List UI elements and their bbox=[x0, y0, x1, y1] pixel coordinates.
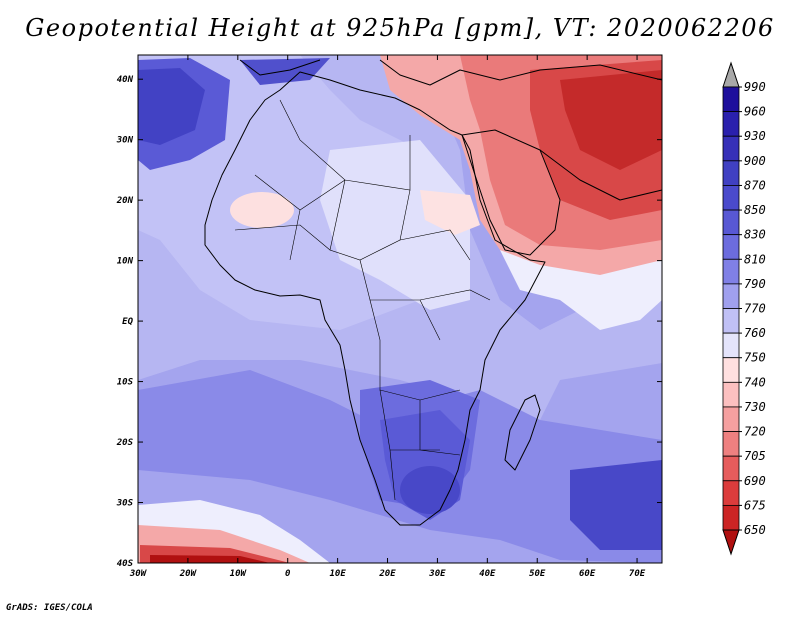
colorbar-swatch bbox=[722, 111, 740, 137]
colorbar-label: 850 bbox=[744, 203, 766, 217]
lat-label: 20S bbox=[116, 438, 134, 448]
colorbar-label: 830 bbox=[744, 228, 766, 242]
arabia-coastline bbox=[461, 129, 561, 256]
lat-label: 30S bbox=[116, 499, 134, 509]
lon-label: 30W bbox=[129, 569, 148, 579]
asia-coastline bbox=[539, 149, 663, 201]
colorbar-label: 870 bbox=[744, 178, 766, 192]
field-warm-region bbox=[560, 70, 662, 170]
colorbar-swatch bbox=[722, 258, 740, 285]
colorbar-labels: 990 960 930 900 870 850 830 810 790 770 760 750 740 7… bbox=[739, 80, 766, 537]
colorbar-swatch bbox=[722, 431, 740, 457]
chart-title: Geopotential Height at 925hPa [gpm], VT:… bbox=[25, 14, 775, 42]
europe-asia-coastline bbox=[239, 59, 663, 86]
field-band bbox=[320, 140, 470, 310]
colorbar-label: 790 bbox=[744, 277, 766, 291]
lon-label: 70E bbox=[629, 569, 646, 579]
colorbar-bottom-arrow bbox=[722, 529, 740, 556]
lat-label: 10S bbox=[117, 378, 134, 388]
colorbar-swatch bbox=[722, 160, 740, 186]
lon-label: 20E bbox=[378, 569, 396, 579]
border-line bbox=[254, 174, 346, 261]
lon-label: 10W bbox=[230, 569, 248, 579]
colorbar-swatch bbox=[722, 381, 740, 408]
lon-label: 10E bbox=[329, 569, 346, 579]
colorbar-label: 750 bbox=[744, 351, 766, 365]
colorbar-label: 990 bbox=[744, 80, 766, 94]
colorbar-swatch bbox=[722, 504, 740, 531]
lon-label: 0 bbox=[285, 569, 291, 579]
lat-label: 20N bbox=[116, 196, 134, 206]
lat-label: 30N bbox=[116, 136, 134, 146]
colorbar-swatch bbox=[722, 283, 740, 309]
colorbar-label: 690 bbox=[744, 474, 766, 488]
colorbar-swatch bbox=[722, 308, 740, 334]
colorbar-swatch bbox=[722, 357, 740, 383]
colorbar-swatch bbox=[722, 406, 740, 432]
lon-label: 40E bbox=[479, 569, 496, 579]
colorbar-swatch bbox=[722, 209, 740, 236]
colorbar-label: 740 bbox=[744, 375, 766, 389]
lon-label: 30E bbox=[428, 569, 446, 579]
lon-label: 60E bbox=[579, 569, 596, 579]
country-borders bbox=[234, 99, 491, 501]
colorbar-label: 930 bbox=[744, 129, 766, 143]
field-band bbox=[420, 190, 480, 235]
map-field bbox=[138, 55, 662, 563]
field-cool-region bbox=[400, 466, 460, 514]
africa-coastline bbox=[204, 71, 546, 526]
field-cool-region bbox=[570, 460, 662, 550]
colorbar-label: 675 bbox=[744, 498, 766, 512]
colorbar-label: 900 bbox=[744, 154, 766, 168]
border-line bbox=[234, 224, 331, 251]
colorbar-label: 810 bbox=[744, 252, 766, 266]
colorbar-label: 760 bbox=[744, 326, 766, 340]
credit-text: GrADS: IGES/COLA bbox=[6, 603, 93, 613]
colorbar-label: 730 bbox=[744, 400, 766, 414]
colorbar-label: 705 bbox=[744, 449, 766, 463]
colorbar-swatches bbox=[722, 61, 740, 556]
colorbar-swatch bbox=[722, 234, 740, 260]
lat-label: 10N bbox=[117, 257, 134, 267]
colorbar-swatch bbox=[722, 185, 740, 211]
colorbar-label: 650 bbox=[744, 523, 766, 537]
colorbar-swatch bbox=[722, 86, 740, 113]
colorbar-label: 720 bbox=[744, 425, 766, 439]
colorbar-swatch bbox=[722, 135, 740, 162]
latitude-axis: 40N 30N 20N 10N EQ 10S 20S 30S 40S bbox=[116, 75, 662, 569]
colorbar-top-arrow bbox=[722, 61, 740, 88]
field-cool-region bbox=[240, 58, 330, 85]
lat-label: 40S bbox=[117, 559, 134, 569]
lon-label: 20W bbox=[179, 569, 198, 579]
field-cool-region bbox=[138, 68, 205, 145]
border-line bbox=[379, 389, 461, 501]
coastlines bbox=[204, 59, 663, 526]
field-warm-region bbox=[150, 555, 270, 563]
lat-label: 40N bbox=[117, 75, 134, 85]
colorbar-swatch bbox=[722, 455, 740, 482]
longitude-axis: 30W 20W 10W 0 10E 20E 30E 40E 50E 60E 70E bbox=[129, 55, 646, 579]
madagascar-coastline bbox=[504, 394, 541, 471]
colorbar-label: 960 bbox=[744, 105, 766, 119]
lat-label: EQ bbox=[122, 317, 133, 327]
colorbar-label: 770 bbox=[744, 302, 766, 316]
field-warm-spot bbox=[230, 192, 294, 228]
colorbar-swatch bbox=[722, 332, 740, 359]
colorbar-swatch bbox=[722, 480, 740, 506]
lon-label: 50E bbox=[529, 569, 546, 579]
map-frame bbox=[137, 54, 663, 564]
